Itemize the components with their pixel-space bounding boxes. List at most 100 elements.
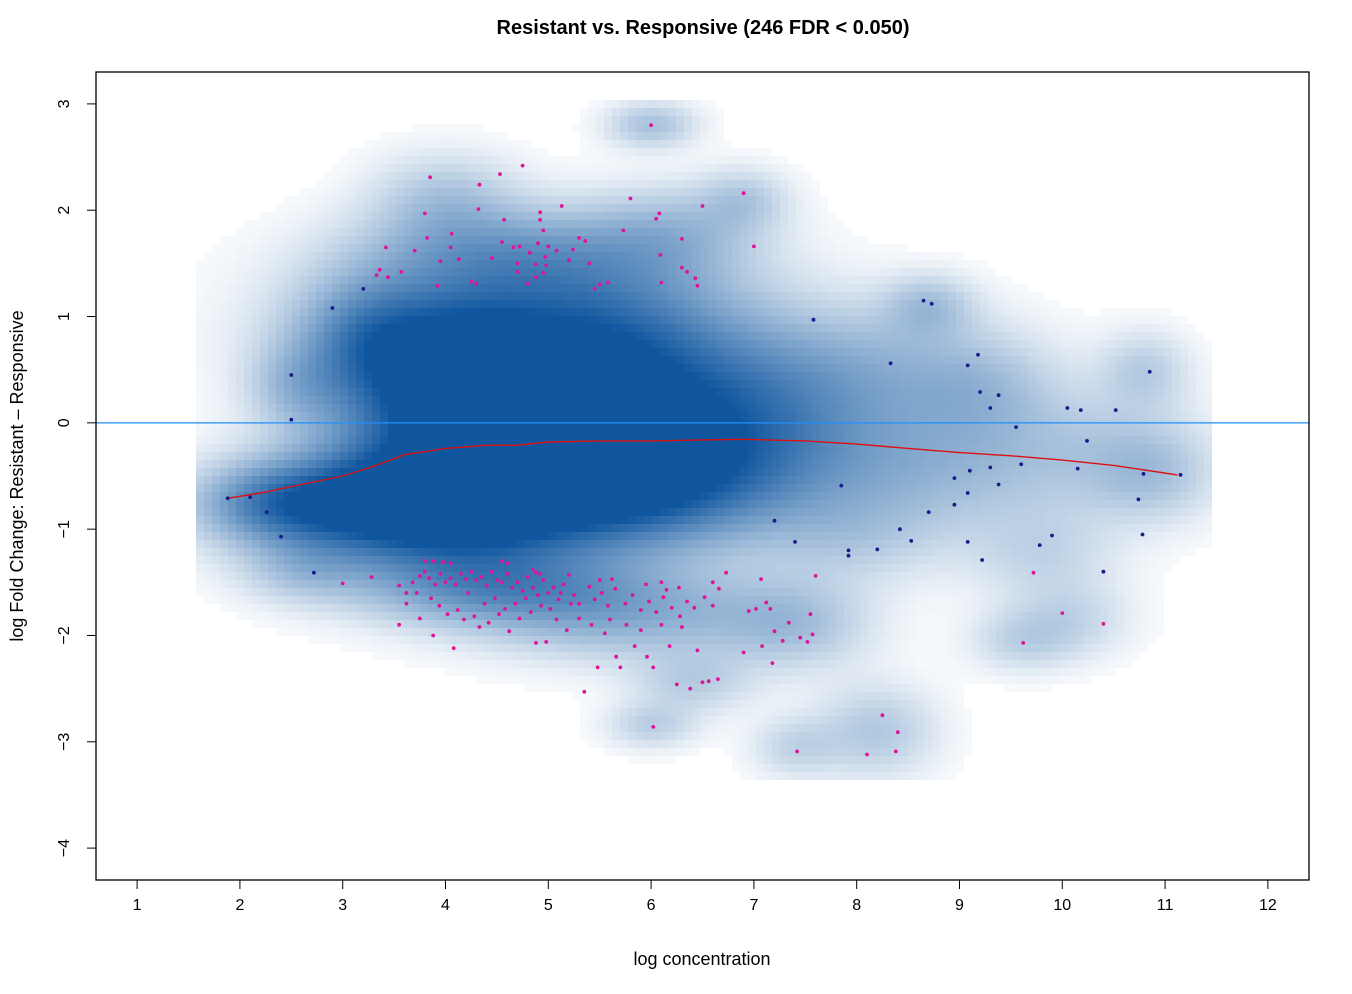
density-cell bbox=[484, 556, 492, 564]
density-cell bbox=[612, 404, 620, 412]
density-cell bbox=[452, 332, 460, 340]
density-cell bbox=[228, 588, 236, 596]
density-cell bbox=[284, 524, 292, 532]
density-cell bbox=[516, 548, 524, 556]
density-cell bbox=[340, 292, 348, 300]
density-cell bbox=[460, 636, 468, 644]
density-cell bbox=[612, 292, 620, 300]
density-cell bbox=[636, 348, 644, 356]
density-cell bbox=[740, 492, 748, 500]
density-cell bbox=[708, 156, 716, 164]
density-cell bbox=[732, 596, 740, 604]
density-cell bbox=[236, 444, 244, 452]
density-cell bbox=[204, 580, 212, 588]
density-cell bbox=[260, 332, 268, 340]
density-cell bbox=[444, 492, 452, 500]
density-cell bbox=[708, 636, 716, 644]
density-cell bbox=[524, 676, 532, 684]
density-cell bbox=[396, 524, 404, 532]
density-cell bbox=[508, 628, 516, 636]
density-cell bbox=[700, 260, 708, 268]
density-cell bbox=[572, 188, 580, 196]
density-cell bbox=[708, 308, 716, 316]
density-cell bbox=[468, 124, 476, 132]
density-cell bbox=[636, 756, 644, 764]
density-cell bbox=[556, 420, 564, 428]
density-cell bbox=[596, 388, 604, 396]
density-cell bbox=[708, 124, 716, 132]
density-cell bbox=[636, 220, 644, 228]
density-cell bbox=[476, 156, 484, 164]
density-cell bbox=[348, 484, 356, 492]
density-cell bbox=[420, 284, 428, 292]
density-cell bbox=[764, 340, 772, 348]
density-cell bbox=[628, 700, 636, 708]
density-cell bbox=[356, 452, 364, 460]
density-cell bbox=[460, 252, 468, 260]
density-cell bbox=[684, 396, 692, 404]
density-cell bbox=[732, 668, 740, 676]
density-cell bbox=[668, 340, 676, 348]
density-cell bbox=[724, 428, 732, 436]
density-cell bbox=[380, 196, 388, 204]
density-cell bbox=[444, 236, 452, 244]
density-cell bbox=[196, 500, 204, 508]
density-cell bbox=[740, 748, 748, 756]
density-cell bbox=[404, 516, 412, 524]
density-cell bbox=[348, 644, 356, 652]
density-cell bbox=[756, 740, 764, 748]
density-cell bbox=[212, 484, 220, 492]
density-cell bbox=[340, 484, 348, 492]
density-cell bbox=[532, 604, 540, 612]
density-cell bbox=[700, 700, 708, 708]
density-cell bbox=[212, 244, 220, 252]
density-cell bbox=[748, 324, 756, 332]
density-cell bbox=[356, 348, 364, 356]
density-cell bbox=[196, 332, 204, 340]
density-cell bbox=[660, 476, 668, 484]
density-cell bbox=[612, 612, 620, 620]
density-cell bbox=[228, 428, 236, 436]
density-cell bbox=[676, 660, 684, 668]
density-cell bbox=[444, 156, 452, 164]
density-cell bbox=[580, 636, 588, 644]
density-cell bbox=[340, 340, 348, 348]
density-cell bbox=[476, 196, 484, 204]
density-cell bbox=[772, 388, 780, 396]
density-cell bbox=[316, 580, 324, 588]
density-cell bbox=[420, 420, 428, 428]
density-cell bbox=[772, 236, 780, 244]
density-cell bbox=[604, 684, 612, 692]
density-cell bbox=[388, 412, 396, 420]
density-cell bbox=[380, 348, 388, 356]
density-cell bbox=[644, 660, 652, 668]
density-cell bbox=[580, 396, 588, 404]
density-cell bbox=[228, 284, 236, 292]
density-cell bbox=[492, 268, 500, 276]
density-cell bbox=[460, 268, 468, 276]
density-cell bbox=[700, 164, 708, 172]
density-cell bbox=[668, 540, 676, 548]
density-cell bbox=[716, 124, 724, 132]
density-cell bbox=[324, 500, 332, 508]
density-cell bbox=[604, 332, 612, 340]
density-cell bbox=[564, 172, 572, 180]
density-cell bbox=[332, 372, 340, 380]
density-cell bbox=[228, 604, 236, 612]
density-cell bbox=[684, 372, 692, 380]
density-cell bbox=[692, 316, 700, 324]
density-cell bbox=[612, 132, 620, 140]
density-cell bbox=[260, 260, 268, 268]
density-cell bbox=[636, 532, 644, 540]
density-cell bbox=[660, 420, 668, 428]
density-cell bbox=[748, 724, 756, 732]
density-cell bbox=[588, 396, 596, 404]
density-cell bbox=[404, 132, 412, 140]
density-cell bbox=[620, 668, 628, 676]
density-cell bbox=[548, 468, 556, 476]
density-cell bbox=[588, 692, 596, 700]
density-cell bbox=[716, 572, 724, 580]
density-cell bbox=[612, 164, 620, 172]
density-cell bbox=[476, 140, 484, 148]
density-cell bbox=[348, 564, 356, 572]
